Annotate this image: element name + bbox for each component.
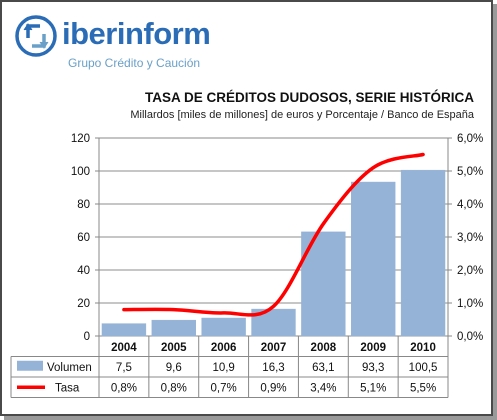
y2-tick-label: 5,0% <box>457 166 483 178</box>
data-label-volumen: 100,5 <box>409 362 438 374</box>
brand-name-part2: inform <box>116 16 211 51</box>
bar <box>101 323 147 337</box>
y-tick-label: 20 <box>77 298 90 310</box>
data-label-volumen: 7,5 <box>116 362 132 374</box>
data-label-tasa: 5,1% <box>360 382 386 394</box>
series-line-tasa <box>122 152 425 317</box>
x-tick-label: 2007 <box>261 342 287 354</box>
y2-tick-label: 6,0% <box>457 133 483 145</box>
y2-tick-label: 3,0% <box>457 232 483 244</box>
y2-tick-label: 1,0% <box>457 298 483 310</box>
brand-tagline: Grupo Crédito y Caución <box>68 56 201 70</box>
y-tick-label: 60 <box>77 232 90 244</box>
y-tick-label: 80 <box>77 199 90 211</box>
iberinform-logo-icon <box>15 15 57 57</box>
y2-tick-label: 0,0% <box>457 331 483 343</box>
legend-label-tasa: Tasa <box>55 382 80 394</box>
data-label-volumen: 63,1 <box>312 362 334 374</box>
x-tick-label: 2010 <box>410 342 436 354</box>
data-label-tasa: 0,8% <box>111 382 137 394</box>
data-label-volumen: 93,3 <box>362 362 384 374</box>
data-label-volumen: 16,3 <box>262 362 284 374</box>
bar <box>201 317 246 337</box>
x-tick-label: 2004 <box>111 342 137 354</box>
y-tick-label: 40 <box>77 265 90 277</box>
brand-name-part1: iber <box>62 16 117 51</box>
data-label-tasa: 0,7% <box>211 382 237 394</box>
y-tick-label: 120 <box>71 133 90 145</box>
brand-name: iberinform <box>62 16 211 52</box>
bar <box>400 169 446 337</box>
legend-label-volumen: Volumen <box>47 362 92 374</box>
x-tick-label: 2005 <box>161 342 187 354</box>
legend-swatch-volumen <box>17 360 43 371</box>
chart-subtitle: Millardos [miles de millones] de euros y… <box>130 109 474 121</box>
data-label-tasa: 0,8% <box>161 382 187 394</box>
bar <box>151 319 196 337</box>
data-label-volumen: 9,6 <box>166 362 182 374</box>
data-label-tasa: 3,4% <box>310 382 336 394</box>
y2-tick-label: 4,0% <box>457 199 483 211</box>
x-tick-label: 2008 <box>311 342 337 354</box>
chart-title: TASA DE CRÉDITOS DUDOSOS, SERIE HISTÓRIC… <box>144 90 474 105</box>
y-tick-label: 0 <box>84 331 90 343</box>
bar <box>351 181 396 337</box>
y2-tick-label: 2,0% <box>457 265 483 277</box>
data-label-tasa: 5,5% <box>410 382 436 394</box>
y-tick-label: 100 <box>71 166 90 178</box>
x-tick-label: 2009 <box>360 342 386 354</box>
x-tick-label: 2006 <box>211 342 237 354</box>
data-label-tasa: 0,9% <box>260 382 286 394</box>
data-label-volumen: 10,9 <box>212 362 234 374</box>
